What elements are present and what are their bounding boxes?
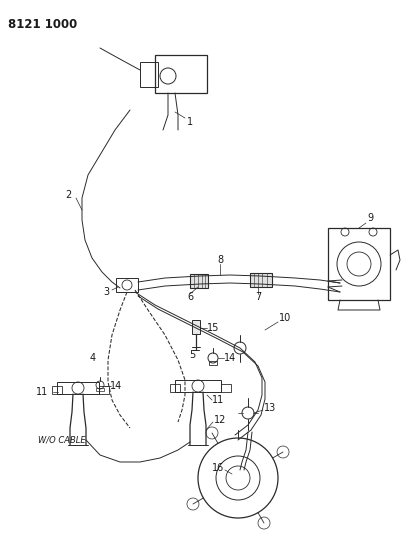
Text: 9: 9 <box>367 213 373 223</box>
Text: 6: 6 <box>187 292 193 302</box>
Bar <box>328 228 390 300</box>
Bar <box>52 386 62 394</box>
Text: 1: 1 <box>187 117 193 127</box>
Bar <box>221 384 231 392</box>
Text: 13: 13 <box>264 403 276 413</box>
Text: 12: 12 <box>214 415 226 425</box>
Bar <box>190 274 208 288</box>
Bar <box>96 388 104 391</box>
Bar <box>209 361 217 365</box>
Text: 14: 14 <box>110 381 122 391</box>
Text: 10: 10 <box>279 313 291 323</box>
Bar <box>175 380 221 392</box>
Text: W/O CABLE: W/O CABLE <box>38 435 85 445</box>
Text: 4: 4 <box>90 353 96 363</box>
Text: 7: 7 <box>255 292 261 302</box>
Text: 8: 8 <box>217 255 223 265</box>
Bar <box>192 320 200 334</box>
Bar <box>99 386 109 394</box>
Bar <box>170 384 180 392</box>
Text: 11: 11 <box>36 387 48 397</box>
Text: 15: 15 <box>207 323 219 333</box>
Bar <box>140 62 158 87</box>
Bar <box>155 55 207 93</box>
Text: 3: 3 <box>103 287 109 297</box>
Bar <box>57 382 99 394</box>
Text: 5: 5 <box>189 350 195 360</box>
Text: 2: 2 <box>65 190 71 200</box>
Bar <box>116 278 138 292</box>
Text: 14: 14 <box>224 353 236 363</box>
Text: 16: 16 <box>212 463 224 473</box>
Text: 8121 1000: 8121 1000 <box>8 18 77 31</box>
Bar <box>250 273 272 287</box>
Text: 11: 11 <box>212 395 224 405</box>
